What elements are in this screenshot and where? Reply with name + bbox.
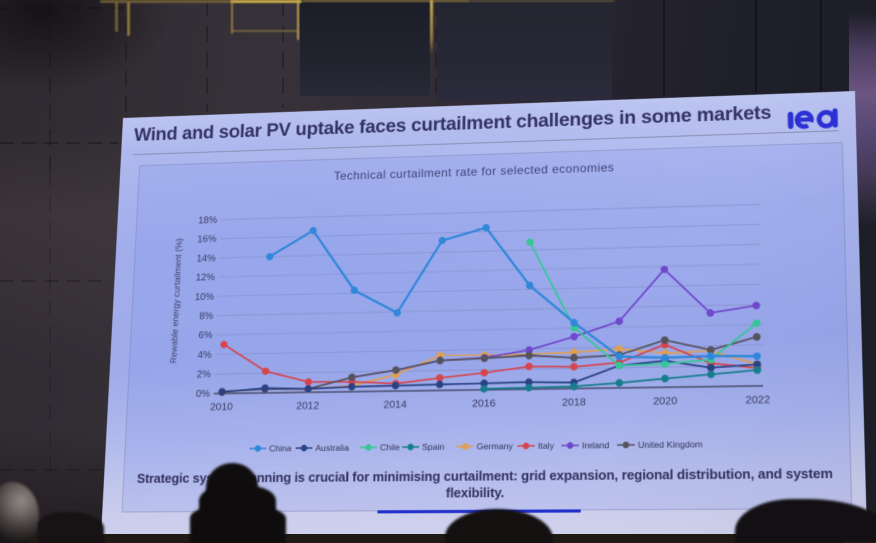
svg-text:2010: 2010: [210, 401, 233, 413]
svg-text:Germany: Germany: [477, 441, 514, 451]
svg-text:0%: 0%: [196, 388, 210, 399]
svg-text:18%: 18%: [198, 215, 217, 226]
svg-text:Italy: Italy: [538, 441, 554, 451]
svg-text:2020: 2020: [653, 395, 677, 408]
svg-text:2%: 2%: [197, 369, 211, 380]
svg-text:Australia: Australia: [315, 443, 349, 453]
svg-text:10%: 10%: [195, 291, 215, 302]
svg-text:4%: 4%: [197, 349, 211, 360]
svg-text:2022: 2022: [745, 394, 770, 407]
svg-text:Spain: Spain: [422, 442, 445, 452]
svg-text:6%: 6%: [198, 330, 212, 341]
svg-text:12%: 12%: [196, 272, 216, 283]
svg-text:16%: 16%: [197, 234, 216, 245]
svg-text:8%: 8%: [199, 310, 213, 321]
svg-text:2014: 2014: [383, 399, 407, 411]
svg-text:14%: 14%: [196, 253, 215, 264]
svg-text:2016: 2016: [472, 398, 496, 411]
svg-text:2012: 2012: [296, 400, 319, 412]
svg-text:Chile: Chile: [380, 442, 401, 452]
svg-text:Ireland: Ireland: [582, 440, 610, 450]
svg-text:China: China: [269, 443, 292, 453]
svg-text:2018: 2018: [562, 396, 586, 409]
svg-text:United Kingdom: United Kingdom: [638, 439, 703, 450]
